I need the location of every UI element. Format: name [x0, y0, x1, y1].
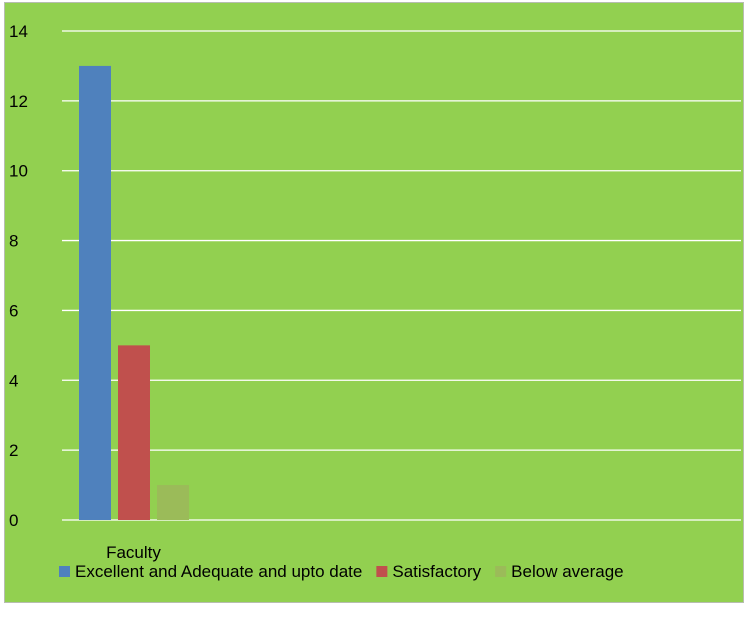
y-tick-label: 14: [9, 22, 28, 41]
y-tick-label: 6: [9, 301, 18, 320]
bar-excellent-and-adequate-and-upto-date: [79, 65, 111, 520]
legend-swatch: [495, 566, 507, 577]
legend-label: Below average: [511, 562, 623, 581]
gridlines: [62, 30, 741, 521]
y-tick-label: 4: [9, 371, 18, 390]
x-tick-label: Faculty: [106, 543, 161, 562]
legend-swatch: [376, 566, 388, 577]
bars: [79, 65, 189, 520]
legend-label: Satisfactory: [392, 562, 481, 581]
x-axis-tick-labels: Faculty: [106, 543, 161, 562]
y-axis-tick-labels: 0 2 4 6 8 10 12 14: [9, 22, 28, 530]
y-tick-label: 2: [9, 441, 18, 460]
y-tick-label: 0: [9, 511, 18, 530]
legend: Excellent and Adequate and upto date Sati…: [59, 562, 624, 581]
y-tick-label: 10: [9, 162, 28, 181]
y-tick-label: 12: [9, 92, 28, 111]
chart-area: 0 2 4 6 8 10 12 14 Faculty Excellent and Adequa…: [4, 2, 744, 603]
bar-chart: 0 2 4 6 8 10 12 14 Faculty Excellent and Adequa…: [9, 22, 741, 581]
legend-label: Excellent and Adequate and upto date: [75, 562, 362, 581]
y-tick-label: 8: [9, 232, 18, 251]
bar-below-average: [157, 485, 189, 520]
legend-swatch: [59, 566, 70, 577]
bar-satisfactory: [118, 345, 150, 520]
